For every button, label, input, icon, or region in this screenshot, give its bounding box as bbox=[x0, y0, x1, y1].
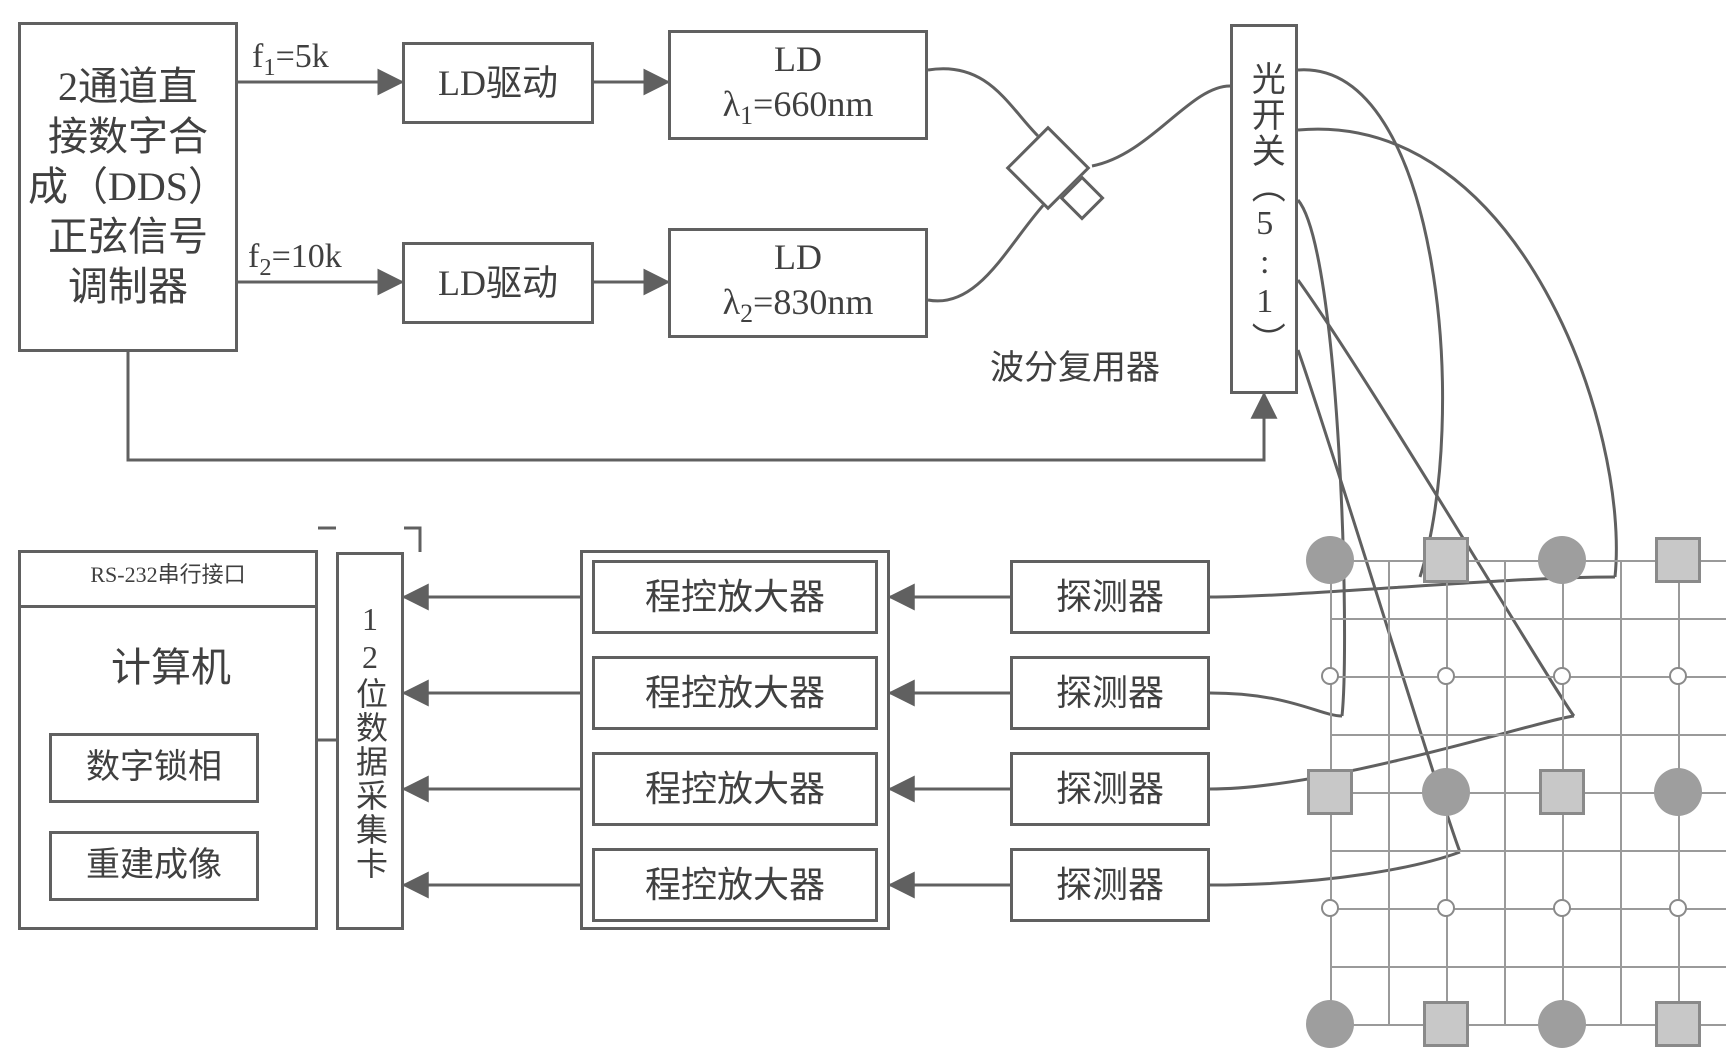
digital-lockin-btn: 数字锁相 bbox=[49, 733, 259, 803]
dds-modulator: 2通道直接数字合成（DDS）正弦信号调制器 bbox=[18, 22, 238, 352]
optical-switch: 光开关（5:1） bbox=[1230, 24, 1298, 394]
ld-driver-2: LD驱动 bbox=[402, 242, 594, 324]
f2-label: f2=10k bbox=[248, 238, 342, 282]
program-amplifier-1: 程控放大器 bbox=[592, 560, 878, 634]
program-amplifier-3: 程控放大器 bbox=[592, 752, 878, 826]
wdm-label: 波分复用器 bbox=[990, 340, 1160, 389]
detector-1: 探测器 bbox=[1010, 560, 1210, 634]
wdm-multiplexer-icon bbox=[1018, 138, 1108, 228]
f1-label: f1=5k bbox=[252, 38, 329, 82]
detector-3: 探测器 bbox=[1010, 752, 1210, 826]
program-amplifier-2: 程控放大器 bbox=[592, 656, 878, 730]
detector-4: 探测器 bbox=[1010, 848, 1210, 922]
ld-source-1: LDλ1=660nm bbox=[668, 30, 928, 140]
computer-divider bbox=[21, 605, 315, 608]
adc-card: 12位数据采集卡 bbox=[336, 552, 404, 930]
probe-array bbox=[1330, 560, 1726, 1024]
ld-source-2: LDλ2=830nm bbox=[668, 228, 928, 338]
dds-text: 2通道直接数字合成（DDS）正弦信号调制器 bbox=[28, 62, 228, 312]
rs232-label: RS-232串行接口 bbox=[21, 561, 315, 589]
computer-title: 计算机 bbox=[111, 643, 231, 693]
program-amplifier-4: 程控放大器 bbox=[592, 848, 878, 922]
diagram-stage: 2通道直接数字合成（DDS）正弦信号调制器 f1=5k f2=10k LD驱动 … bbox=[0, 0, 1726, 948]
detector-2: 探测器 bbox=[1010, 656, 1210, 730]
computer-block: RS-232串行接口 计算机 数字锁相 重建成像 bbox=[18, 550, 318, 930]
ld-driver-1: LD驱动 bbox=[402, 42, 594, 124]
reconstruct-btn: 重建成像 bbox=[49, 831, 259, 901]
